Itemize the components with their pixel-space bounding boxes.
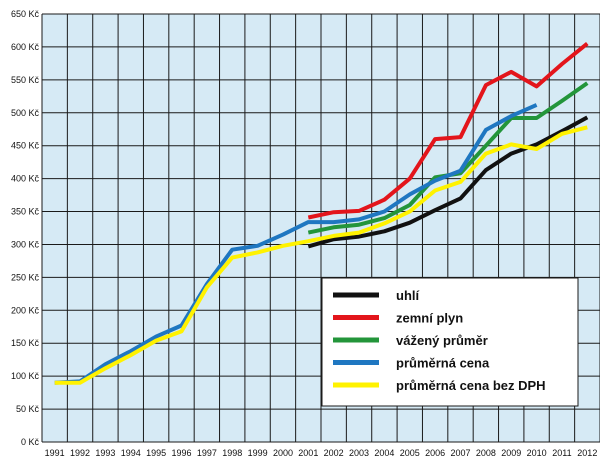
x-tick-label: 2011 (552, 448, 571, 458)
legend: uhlí zemní plyn vážený průměr průměrná cena… (321, 277, 579, 407)
x-tick-label: 1999 (248, 448, 268, 458)
legend-label: průměrná cena (396, 356, 490, 371)
y-tick-labels: 0 Kč 50 Kč 100 Kč 150 Kč 200 Kč 250 Kč 300 Kč 3… (11, 9, 40, 447)
x-tick-label: 2008 (476, 448, 496, 458)
legend-label: vážený průměr (396, 333, 488, 348)
y-tick-label: 300 Kč (11, 239, 40, 249)
x-tick-label: 2003 (349, 448, 369, 458)
x-tick-label: 2007 (450, 448, 470, 458)
x-tick-label: 1992 (70, 448, 90, 458)
x-tick-label: 1994 (121, 448, 141, 458)
legend-label: průměrná cena bez DPH (396, 378, 546, 393)
x-tick-label: 1997 (197, 448, 217, 458)
x-tick-label: 2005 (400, 448, 420, 458)
y-tick-label: 500 Kč (11, 108, 40, 118)
x-tick-label: 2004 (374, 448, 394, 458)
series-lines (54, 42, 589, 385)
y-tick-label: 50 Kč (16, 404, 40, 414)
legend-label: uhlí (396, 288, 419, 303)
x-tick-label: 2001 (298, 448, 318, 458)
y-tick-label: 400 Kč (11, 174, 40, 184)
series-line (307, 42, 589, 220)
x-tick-label: 1995 (146, 448, 166, 458)
series-line (307, 115, 589, 249)
y-tick-label: 550 Kč (11, 75, 40, 85)
x-tick-label: 2006 (425, 448, 445, 458)
x-tick-labels: 1991 1992 1993 1994 1995 1996 1997 1998 1999 2000… (45, 448, 598, 458)
series-line (54, 125, 588, 385)
y-tick-label: 150 Kč (11, 338, 40, 348)
y-tick-label: 450 Kč (11, 141, 40, 151)
x-tick-label: 1991 (45, 448, 65, 458)
x-tick-label: 2012 (577, 448, 597, 458)
x-tick-label: 1998 (222, 448, 242, 458)
x-tick-label: 2002 (324, 448, 344, 458)
x-tick-label: 1996 (171, 448, 191, 458)
series-line (54, 103, 538, 385)
x-tick-label: 2010 (527, 448, 547, 458)
y-tick-label: 250 Kč (11, 272, 40, 282)
y-tick-label: 350 Kč (11, 207, 40, 217)
x-tick-label: 2000 (273, 448, 293, 458)
y-tick-label: 0 Kč (21, 437, 40, 447)
x-tick-label: 1993 (95, 448, 115, 458)
x-tick-label: 2009 (501, 448, 521, 458)
y-tick-label: 650 Kč (11, 9, 40, 19)
y-tick-label: 200 Kč (11, 305, 40, 315)
y-tick-label: 600 Kč (11, 42, 40, 52)
y-tick-label: 100 Kč (11, 371, 40, 381)
legend-label: zemní plyn (396, 311, 463, 326)
